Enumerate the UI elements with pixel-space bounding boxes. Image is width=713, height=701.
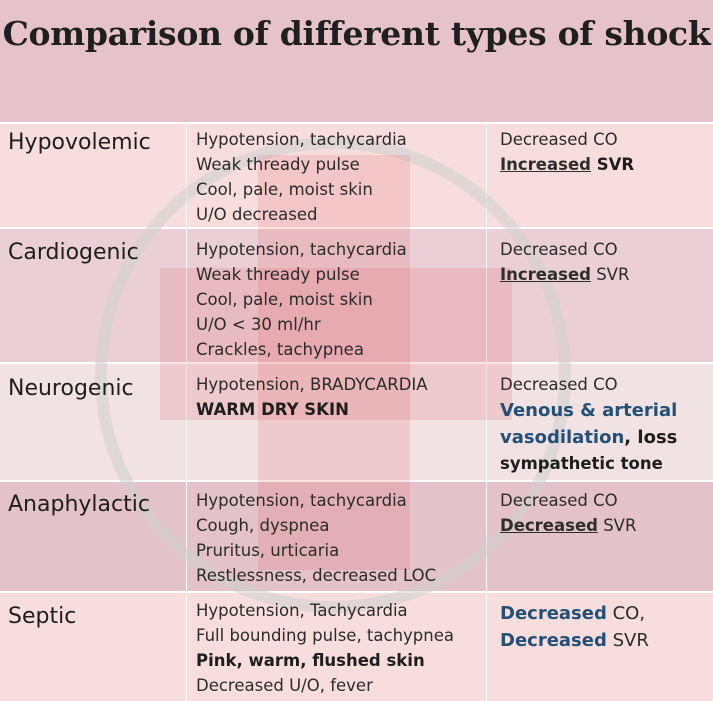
svr-line: Increased SVR xyxy=(500,152,634,177)
sympathetic-tone-line: sympathetic tone xyxy=(500,454,663,473)
header-band xyxy=(0,0,713,122)
svr-emphasis: Decreased xyxy=(500,630,607,651)
page-title: Comparison of different types of shock xyxy=(2,14,711,53)
vasodilation-line: Venous & arterial xyxy=(500,400,678,421)
sign-line: Restlessness, decreased LOC xyxy=(196,566,437,585)
co-label: CO, xyxy=(606,603,646,624)
sign-line: Hypotension, tachycardia xyxy=(196,491,407,510)
signs-anaphylactic: Hypotension, tachycardia Cough, dyspnea … xyxy=(196,488,436,588)
row-divider xyxy=(0,122,713,124)
hemodynamics-hypovolemic: Decreased CO Increased SVR xyxy=(500,127,634,177)
svr-emphasis: Increased xyxy=(500,155,591,174)
svr-line: Increased SVR xyxy=(500,262,629,287)
column-divider xyxy=(186,122,187,701)
sign-line: Hypotension, tachycardia xyxy=(196,130,407,149)
row-divider xyxy=(0,480,713,482)
svr-label: SVR xyxy=(597,516,637,535)
signs-septic: Hypotension, Tachycardia Full bounding p… xyxy=(196,598,454,698)
shock-type-neurogenic: Neurogenic xyxy=(8,376,134,401)
svr-label: SVR xyxy=(606,630,649,651)
co-line: Decreased CO xyxy=(500,375,618,394)
co-line: Decreased CO xyxy=(500,240,618,259)
vasodilation-strong: vasodilation xyxy=(500,427,625,448)
sign-line: Pruritus, urticaria xyxy=(196,541,340,560)
sign-line: Weak thready pulse xyxy=(196,265,360,284)
sign-line: U/O < 30 ml/hr xyxy=(196,315,321,334)
shock-type-anaphylactic: Anaphylactic xyxy=(8,492,150,517)
row-divider xyxy=(0,227,713,229)
svr-emphasis: Increased xyxy=(500,265,591,284)
svr-label: SVR xyxy=(590,265,630,284)
sign-line: Hypotension, BRADYCARDIA xyxy=(196,375,428,394)
co-line: Decreased CO, xyxy=(500,600,649,627)
shock-type-hypovolemic: Hypovolemic xyxy=(8,130,151,155)
svr-line: Decreased SVR xyxy=(500,627,649,654)
co-emphasis: Decreased xyxy=(500,603,607,624)
signs-cardiogenic: Hypotension, tachycardia Weak thready pu… xyxy=(196,237,407,362)
signs-neurogenic: Hypotension, BRADYCARDIA WARM DRY SKIN xyxy=(196,372,428,422)
shock-type-cardiogenic: Cardiogenic xyxy=(8,240,139,265)
sign-line: U/O decreased xyxy=(196,205,318,224)
sign-line: Cough, dyspnea xyxy=(196,516,330,535)
vasodilation-line-2: vasodilation, loss xyxy=(500,424,677,451)
sign-line: Weak thready pulse xyxy=(196,155,360,174)
hemodynamics-septic: Decreased CO, Decreased SVR xyxy=(500,600,649,654)
sign-line: Cool, pale, moist skin xyxy=(196,290,373,309)
row-divider xyxy=(0,591,713,593)
co-line: Decreased CO xyxy=(500,491,618,510)
row-divider xyxy=(0,362,713,364)
svr-line: Decreased SVR xyxy=(500,513,636,538)
shock-type-septic: Septic xyxy=(8,604,77,629)
vasodilation-rest: , loss xyxy=(624,427,678,448)
sign-line: Hypotension, tachycardia xyxy=(196,240,407,259)
sign-line: Hypotension, Tachycardia xyxy=(196,601,408,620)
sign-line-emphasis: Pink, warm, flushed skin xyxy=(196,651,425,670)
sign-line: Full bounding pulse, tachypnea xyxy=(196,626,454,645)
sign-line-emphasis: WARM DRY SKIN xyxy=(196,400,349,419)
co-line: Decreased CO xyxy=(500,130,618,149)
column-divider xyxy=(486,122,487,701)
hemodynamics-anaphylactic: Decreased CO Decreased SVR xyxy=(500,488,636,538)
hemodynamics-cardiogenic: Decreased CO Increased SVR xyxy=(500,237,629,287)
hemodynamics-neurogenic: Decreased CO Venous & arterial vasodilat… xyxy=(500,372,677,476)
signs-hypovolemic: Hypotension, tachycardia Weak thready pu… xyxy=(196,127,407,227)
svr-label: SVR xyxy=(590,155,635,174)
svr-emphasis: Decreased xyxy=(500,516,598,535)
sign-line: Decreased U/O, fever xyxy=(196,676,373,695)
sign-line: Cool, pale, moist skin xyxy=(196,180,373,199)
sign-line: Crackles, tachypnea xyxy=(196,340,364,359)
